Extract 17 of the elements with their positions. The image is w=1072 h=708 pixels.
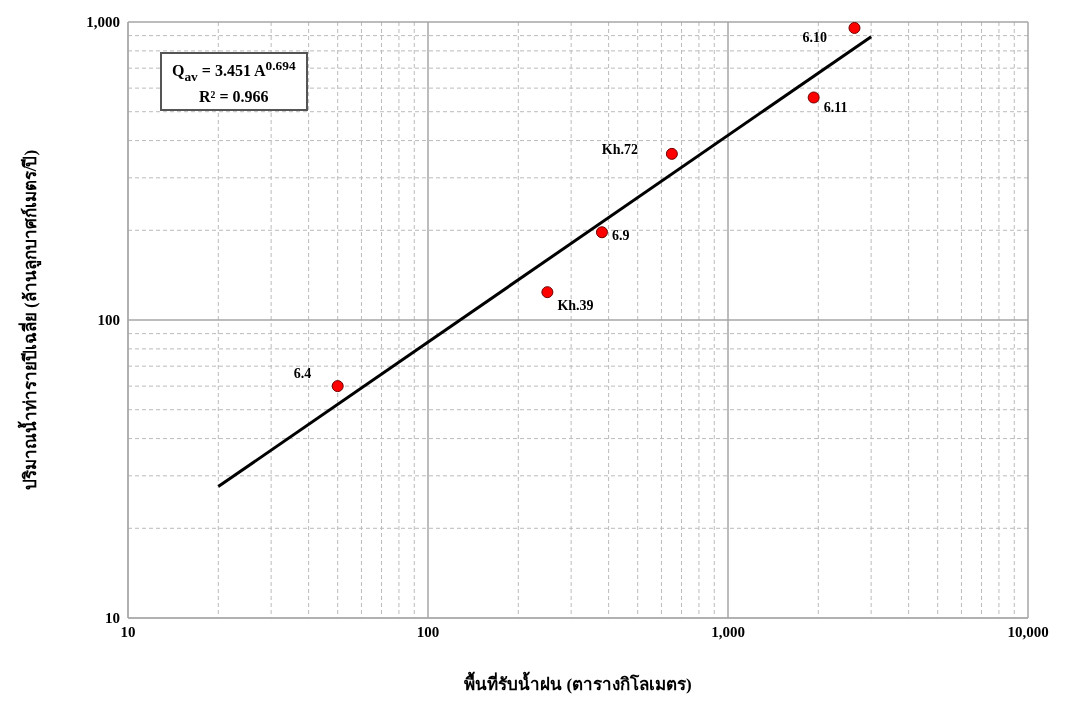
- x-tick-label: 1,000: [711, 623, 745, 640]
- y-tick-label: 1,000: [86, 14, 120, 31]
- x-tick-label: 10: [120, 623, 136, 640]
- annotation: 6.4: [293, 366, 312, 382]
- x-tick-label: 10,000: [1007, 623, 1049, 640]
- y-tick-label: 100: [97, 312, 120, 329]
- annotation: 6.9: [611, 228, 630, 244]
- annotation: Kh.39: [557, 298, 594, 314]
- annotation: 6.10: [802, 29, 827, 45]
- x-axis-title: พื้นที่รับน้ำฝน (ตารางกิโลเมตร): [464, 671, 692, 694]
- y-axis-title: ปริมาณน้ำท่ารายปีเฉลี่ย (ล้านลูกบาศก์เมตร/ปี): [17, 149, 43, 491]
- annotation: R² = 0.966: [198, 86, 270, 107]
- y-tick-label: 10: [105, 610, 120, 627]
- annotation: 6.11: [823, 99, 848, 115]
- annotation: Kh.72: [601, 141, 639, 157]
- annotation: Q$_{av}$ = 3.451 A$^{0.694}$: [172, 57, 296, 86]
- x-tick-label: 100: [416, 623, 440, 640]
